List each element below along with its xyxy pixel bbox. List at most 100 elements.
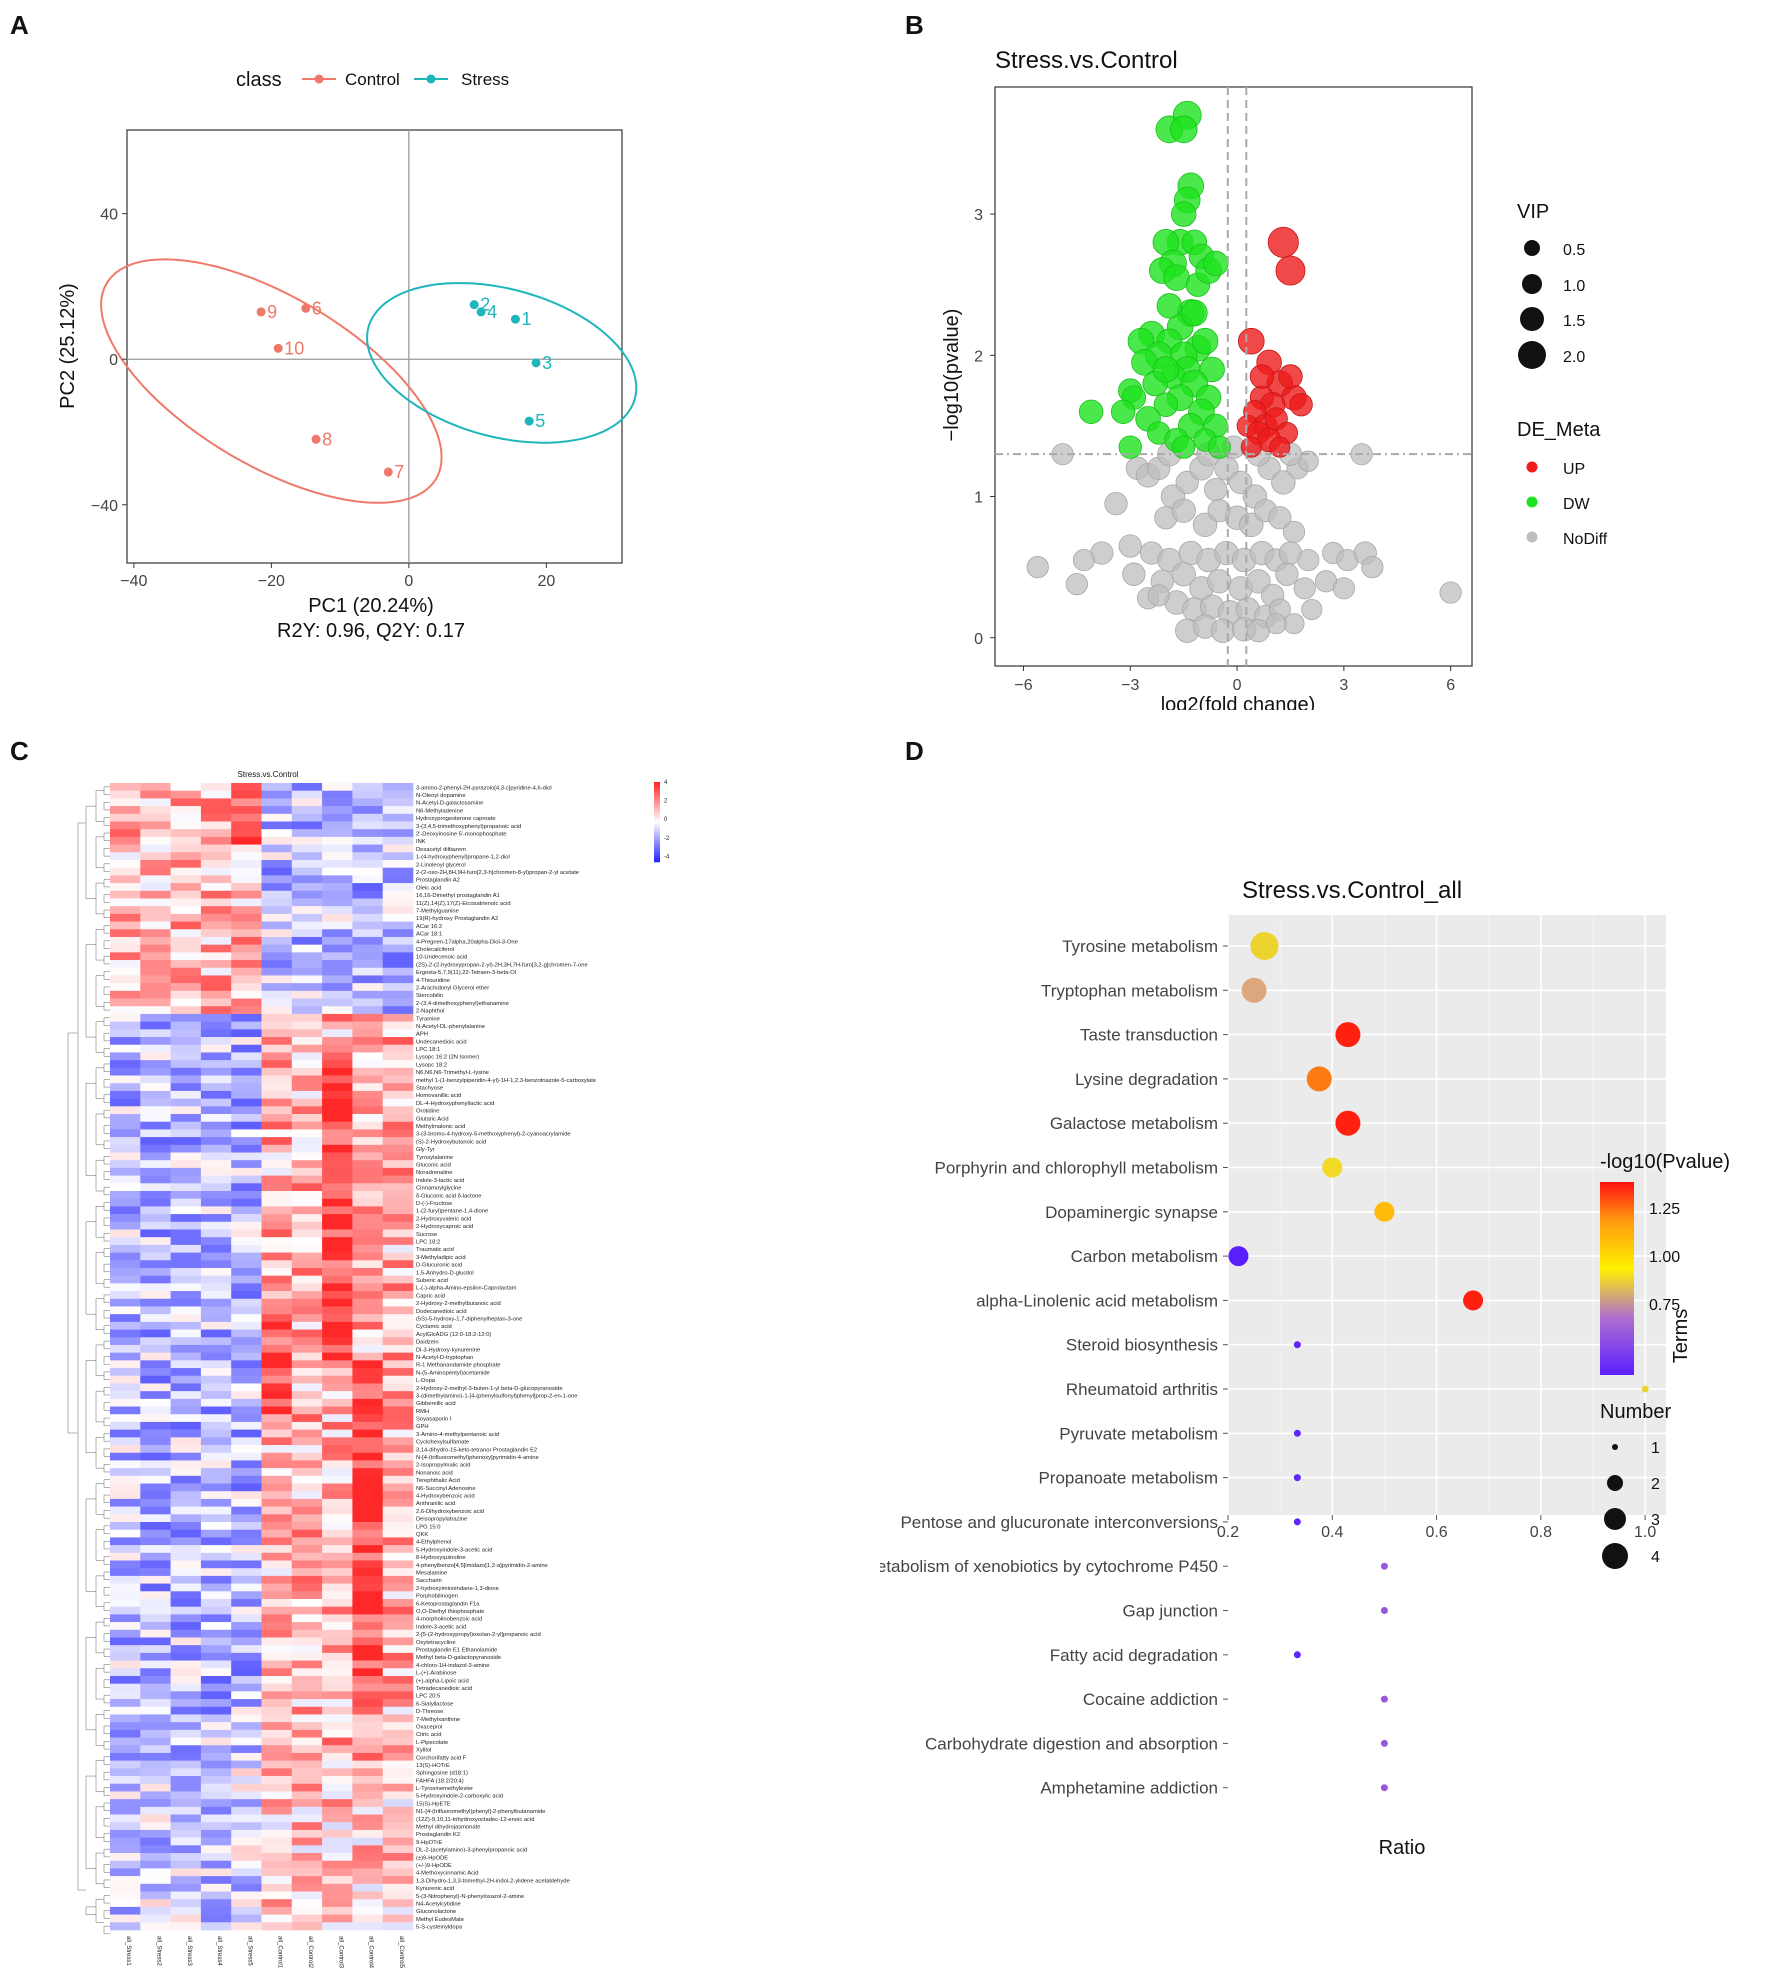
heatmap-cell: [140, 1229, 171, 1238]
heatmap-cell: [382, 1729, 414, 1738]
heatmap-cell: [170, 1291, 202, 1300]
heatmap-cell: [382, 1837, 414, 1846]
heatmap-row-label: Glutaric Acid: [416, 1116, 449, 1122]
heatmap-cell: [110, 1714, 141, 1723]
heatmap-cell: [322, 806, 353, 815]
heatmap-cell: [261, 1652, 293, 1661]
heatmap-cell: [291, 1013, 323, 1022]
heatmap-cell: [110, 936, 141, 945]
heatmap-cell: [200, 944, 232, 953]
heatmap-dendrogram-branch: [103, 1479, 110, 1488]
heatmap-cell: [291, 929, 323, 938]
volcano-point-up: [1289, 393, 1313, 417]
heatmap-cell: [170, 1891, 202, 1900]
heatmap-cell: [261, 1583, 293, 1592]
heatmap-cell: [200, 1421, 232, 1430]
heatmap-cell: [261, 1522, 293, 1531]
heatmap-cell: [261, 967, 293, 976]
heatmap-cell: [382, 952, 414, 961]
heatmap-cell: [110, 1013, 141, 1022]
heatmap-cell: [170, 1052, 202, 1061]
heatmap-cell: [170, 906, 202, 915]
heatmap-cell: [140, 1106, 171, 1115]
heatmap-cell: [322, 975, 353, 984]
heatmap-cell: [110, 1206, 141, 1215]
heatmap-cell: [170, 1822, 202, 1831]
heatmap-dendrogram-branch: [103, 894, 110, 903]
heatmap-cell: [322, 1445, 353, 1454]
heatmap-cell: [231, 1475, 262, 1484]
heatmap-cell: [200, 1368, 232, 1377]
heatmap-cell: [322, 1314, 353, 1323]
heatmap-cell: [170, 1468, 202, 1477]
heatmap-cell: [170, 1329, 202, 1338]
heatmap-cell: [110, 1445, 141, 1454]
heatmap-cell: [352, 1683, 383, 1692]
heatmap-cell: [200, 1383, 232, 1392]
heatmap-cell: [140, 906, 171, 915]
heatmap-cell: [352, 1298, 383, 1307]
heatmap-cell: [140, 1437, 171, 1446]
heatmap-cell: [140, 1121, 171, 1130]
heatmap-cell: [231, 1483, 262, 1492]
heatmap-cell: [140, 1745, 171, 1754]
heatmap-cell: [110, 975, 141, 984]
heatmap-cell: [291, 1652, 323, 1661]
heatmap-cell: [200, 1352, 232, 1361]
heatmap-cell: [291, 1306, 323, 1315]
heatmap-cell: [231, 1252, 262, 1261]
heatmap-cell: [170, 1645, 202, 1654]
heatmap-cell: [291, 1629, 323, 1638]
heatmap-cell: [322, 890, 353, 899]
heatmap-cell: [291, 990, 323, 999]
heatmap-cell: [140, 1853, 171, 1862]
heatmap-cell: [140, 1837, 171, 1846]
heatmap-row-label: 4-Ethylphenol: [416, 1540, 451, 1546]
heatmap-cell: [382, 1760, 414, 1769]
heatmap-cell: [200, 967, 232, 976]
heatmap-dendrogram-branch: [103, 1079, 110, 1088]
heatmap-cell: [170, 1067, 202, 1076]
heatmap-cell: [261, 1129, 293, 1138]
heatmap-scale-segment: [654, 810, 660, 813]
heatmap-cell: [140, 1214, 171, 1223]
heatmap-cell: [382, 1614, 414, 1623]
heatmap-cell: [200, 1691, 232, 1700]
heatmap-cell: [352, 1799, 383, 1808]
volcano-point-dw: [1169, 115, 1198, 144]
heatmap-cell: [200, 1429, 232, 1438]
heatmap-cell: [322, 913, 353, 922]
heatmap-row-label: LPG 15:0: [416, 1524, 441, 1530]
heatmap-cell: [322, 1822, 353, 1831]
heatmap-cell: [231, 1329, 262, 1338]
heatmap-cell: [140, 798, 171, 807]
heatmap-cell: [352, 1129, 383, 1138]
heatmap-cell: [382, 960, 414, 969]
heatmap-cell: [261, 898, 293, 907]
heatmap-cell: [352, 936, 383, 945]
heatmap-cell: [352, 944, 383, 953]
heatmap-dendrogram-branch: [85, 805, 96, 899]
heatmap-dendrogram-branch: [103, 940, 110, 949]
heatmap-cell: [110, 1575, 141, 1584]
heatmap-cell: [291, 1552, 323, 1561]
heatmap-cell: [352, 1314, 383, 1323]
heatmap-cell: [110, 1037, 141, 1046]
heatmap-cell: [140, 1791, 171, 1800]
pca-point: [301, 303, 311, 313]
heatmap-cell: [352, 1568, 383, 1577]
heatmap-scale-segment: [654, 818, 660, 821]
heatmap-row-label: Sucrose: [416, 1232, 437, 1238]
heatmap-cell: [231, 1398, 262, 1407]
heatmap-cell: [291, 852, 323, 861]
pca-point-label: 2: [480, 295, 490, 315]
heatmap-cell: [200, 1591, 232, 1600]
heatmap-cell: [382, 1121, 414, 1130]
heatmap-cell: [110, 990, 141, 999]
heatmap-scale-segment: [654, 782, 660, 785]
heatmap-dendrogram-branch: [95, 1390, 104, 1423]
heatmap-cell: [322, 1306, 353, 1315]
heatmap-row-label: 15(S)-HpETE: [416, 1801, 451, 1807]
heatmap-cell: [261, 1629, 293, 1638]
pca-point-label: 8: [322, 429, 332, 449]
